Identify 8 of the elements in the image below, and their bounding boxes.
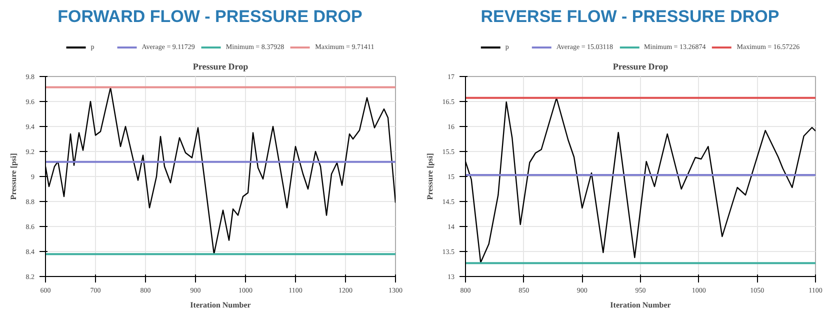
chart-title: FORWARD FLOW - PRESSURE DROP [58,6,362,28]
y-axis-title: Pressure [psi] [8,152,18,200]
y-axis-title: Pressure [psi] [425,152,434,200]
x-axis-title: Iteration Number [190,300,252,310]
chart-subtitle: Pressure Drop [192,62,248,72]
chart-subtitle: Pressure Drop [612,62,668,72]
chart-title: REVERSE FLOW - PRESSURE DROP [480,6,780,28]
x-axis-title: Iteration Number [610,300,672,310]
